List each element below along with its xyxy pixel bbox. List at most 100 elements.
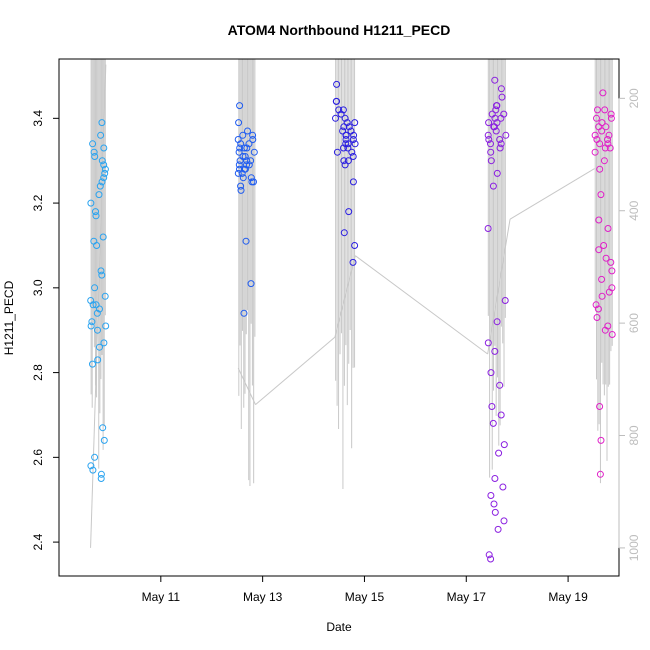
flight-2-point: [237, 186, 245, 194]
secondary-tick-label: 800: [627, 425, 641, 445]
flight-4-point: [490, 500, 498, 508]
flight-3-point: [341, 161, 349, 169]
flight-5-point: [608, 331, 616, 338]
flight-4-point: [496, 381, 504, 389]
flight-5-point: [607, 110, 615, 118]
flight-4-point: [493, 119, 501, 127]
flight-2-point: [250, 178, 257, 186]
flight-2-point: [247, 174, 255, 182]
flight-3-point: [340, 157, 348, 165]
flight-2-point: [250, 148, 258, 156]
flight-3-point: [349, 258, 357, 266]
flight-1-point: [94, 356, 102, 364]
flight-3-point: [342, 140, 350, 148]
flight-3-point: [351, 119, 359, 127]
flight-3-point: [342, 131, 350, 139]
flight-4-point: [487, 492, 495, 499]
flight-1-point: [101, 292, 109, 300]
flight-1-point: [87, 199, 95, 207]
flight-3-point: [332, 114, 339, 122]
flight-4-point: [498, 93, 506, 101]
flight-1-point: [100, 144, 108, 152]
flight-5-point: [594, 305, 602, 313]
flight-4-point: [485, 551, 493, 559]
y-tick-label: 2.8: [31, 364, 45, 381]
flight-5-point: [596, 403, 604, 410]
secondary-tick-label: 400: [627, 200, 641, 220]
flight-1-point: [101, 169, 109, 177]
x-tick-label: May 17: [447, 590, 487, 604]
flight-2-point: [249, 136, 257, 143]
flight-5-point: [598, 127, 606, 135]
flight-3-point: [333, 148, 341, 156]
flight-4-point: [494, 525, 502, 533]
flight-4-point: [495, 449, 503, 457]
y-tick-label: 3.4: [31, 110, 45, 127]
flight-2-point: [239, 174, 247, 182]
secondary-tick-label: 200: [627, 88, 641, 108]
flight-4-point: [501, 297, 509, 304]
flight-1-point: [97, 267, 105, 275]
flight-5-point: [591, 148, 599, 156]
flight-1-point: [92, 208, 99, 216]
x-tick-label: May 13: [243, 590, 283, 604]
flight-3-point: [344, 144, 352, 152]
flight-1-point: [93, 242, 101, 249]
flight-4-point: [497, 411, 505, 419]
flight-3-point: [340, 229, 348, 237]
flight-3-point: [333, 97, 340, 105]
flight-5-point: [608, 267, 616, 275]
flight-2-point: [236, 144, 244, 152]
flight-1-point: [98, 271, 106, 279]
flight-1-point: [99, 233, 107, 241]
flight-3-point: [340, 123, 348, 131]
flight-2-point: [236, 165, 243, 173]
flight-5-point: [597, 436, 605, 444]
flight-3-point: [344, 140, 352, 148]
flight-5-point: [602, 123, 610, 131]
flight-5-point: [600, 242, 608, 249]
x-axis-label: Date: [326, 620, 352, 634]
flight-4-point: [485, 136, 493, 143]
flight-4-point: [487, 157, 495, 165]
flight-4-point: [502, 131, 510, 139]
flight-4-point: [487, 140, 494, 148]
flight-3-point: [345, 123, 353, 131]
flight-3-point: [339, 127, 347, 135]
flight-2-point: [234, 169, 242, 177]
flight-2-point: [240, 309, 248, 317]
flight-4-point: [497, 140, 505, 148]
flight-1-point: [99, 424, 107, 432]
flight-3-point: [345, 208, 353, 216]
flight-1-point: [92, 301, 100, 309]
flight-5-point: [606, 144, 614, 152]
flight-3-point: [337, 110, 345, 118]
data-points: [87, 76, 616, 563]
x-axis: May 11 May 13 May 15 May 17 May 19: [142, 576, 588, 604]
flight-5-point: [607, 114, 615, 122]
flight-5-point: [599, 89, 607, 97]
flight-1-point: [97, 475, 105, 482]
flight-5-point: [596, 470, 604, 478]
flight-1-point: [98, 119, 106, 127]
flight-4-point: [492, 106, 500, 114]
flight-3-point: [351, 242, 359, 249]
y-axis-label: H1211_PECD: [2, 280, 16, 355]
flight-1-point: [90, 148, 98, 156]
flight-5-point: [604, 136, 611, 143]
flight-2-point: [236, 157, 244, 165]
flight-2-point: [239, 131, 247, 139]
chart-title: ATOM4 Northbound H1211_PECD: [228, 22, 451, 38]
x-tick-label: May 19: [548, 590, 588, 604]
flight-5-point: [598, 119, 606, 127]
flight-4-point: [487, 148, 495, 156]
flight-2-point: [235, 148, 243, 156]
flight-4-point: [487, 555, 495, 563]
flight-5-point: [595, 216, 603, 224]
flight-1-point: [91, 153, 99, 160]
flight-4-point: [485, 119, 493, 127]
flight-1-point: [89, 360, 96, 368]
flight-4-point: [484, 131, 492, 139]
flight-5-point: [596, 165, 604, 173]
altitude-segment-3: [255, 336, 336, 405]
